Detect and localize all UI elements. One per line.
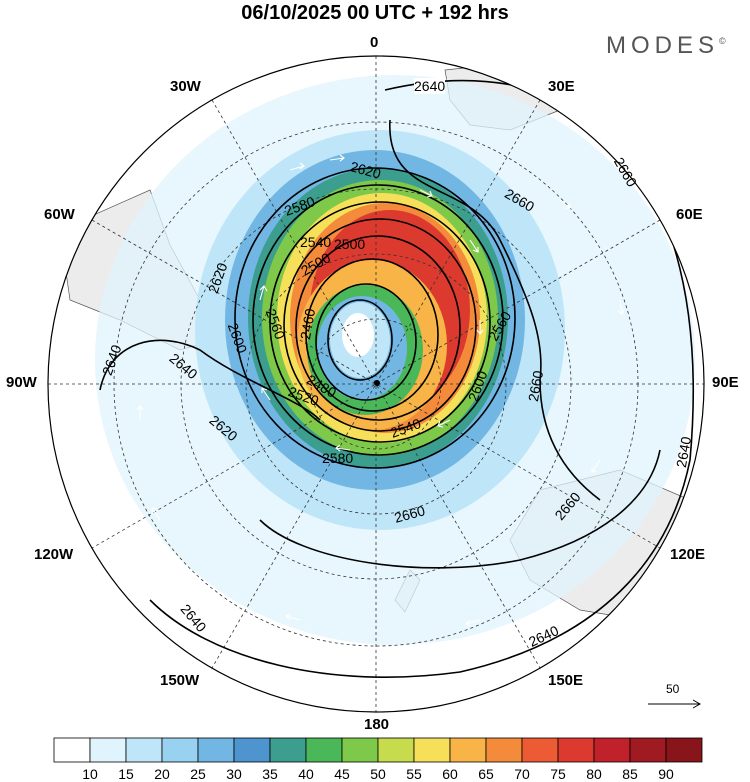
lon-label-120w: 120W: [34, 546, 74, 563]
colorbar-swatch: [449, 737, 487, 763]
colorbar-tick-label: 45: [334, 766, 350, 782]
colorbar-tick-label: 25: [190, 766, 206, 782]
colorbar: [53, 737, 703, 763]
contour-label: 2540: [300, 234, 332, 250]
lon-label-60w: 60W: [44, 206, 75, 223]
wind-vectors: [136, 154, 625, 627]
colorbar-tick-label: 50: [370, 766, 386, 782]
colorbar-swatch: [305, 737, 343, 763]
colorbar-swatch: [413, 737, 451, 763]
colorbar-swatch: [89, 737, 127, 763]
colorbar-tick-label: 10: [82, 766, 98, 782]
colorbar-swatch: [521, 737, 559, 763]
colorbar-swatch: [53, 737, 91, 763]
colorbar-swatch: [557, 737, 595, 763]
colorbar-tick-label: 15: [118, 766, 134, 782]
colorbar-tick-label: 80: [586, 766, 602, 782]
colorbar-swatch: [665, 737, 703, 763]
colorbar-tick-label: 70: [514, 766, 530, 782]
lon-label-0: 0: [370, 34, 379, 51]
lon-label-150w: 150W: [160, 672, 200, 689]
colorbar-tick-label: 30: [226, 766, 242, 782]
contour-label: 2580: [322, 450, 354, 466]
vector-reference-arrow: [648, 699, 702, 709]
colorbar-swatch: [593, 737, 631, 763]
lon-label-90w: 90W: [6, 374, 37, 391]
colorbar-tick-label: 55: [406, 766, 422, 782]
lon-label-30w: 30W: [170, 78, 201, 95]
map-border: [47, 55, 705, 713]
colorbar-swatch: [233, 737, 271, 763]
colorbar-tick-label: 65: [478, 766, 494, 782]
colorbar-tick-label: 75: [550, 766, 566, 782]
colorbar-tick-label: 90: [658, 766, 674, 782]
lon-label-60e: 60E: [676, 206, 703, 223]
colorbar-tick-label: 20: [154, 766, 170, 782]
map-title: 06/10/2025 00 UTC + 192 hrs: [241, 2, 509, 24]
lon-label-30e: 30E: [548, 78, 575, 95]
colorbar-swatch: [197, 737, 235, 763]
colorbar-tick-label: 85: [622, 766, 638, 782]
colorbar-swatch: [161, 737, 199, 763]
colorbar-swatch: [485, 737, 523, 763]
vector-reference-label: 50: [666, 682, 680, 696]
map-disk: [48, 56, 704, 712]
south-pole-marker: [374, 380, 380, 386]
lon-label-180: 180: [364, 716, 390, 733]
lon-label-150e: 150E: [548, 672, 584, 689]
colorbar-tick-label: 60: [442, 766, 458, 782]
lon-label-90e: 90E: [712, 374, 739, 391]
colorbar-swatch: [125, 737, 163, 763]
colorbar-tick-label: 40: [298, 766, 314, 782]
modes-logo: MODES©: [606, 32, 726, 59]
colorbar-swatch: [341, 737, 379, 763]
graticule: [48, 56, 704, 712]
contour-label: 2500: [334, 236, 366, 252]
colorbar-tick-label: 35: [262, 766, 278, 782]
lon-label-120e: 120E: [670, 546, 706, 563]
colorbar-swatch: [377, 737, 415, 763]
contour-label: 2640: [414, 78, 446, 94]
colorbar-swatch: [269, 737, 307, 763]
colorbar-swatch: [629, 737, 667, 763]
